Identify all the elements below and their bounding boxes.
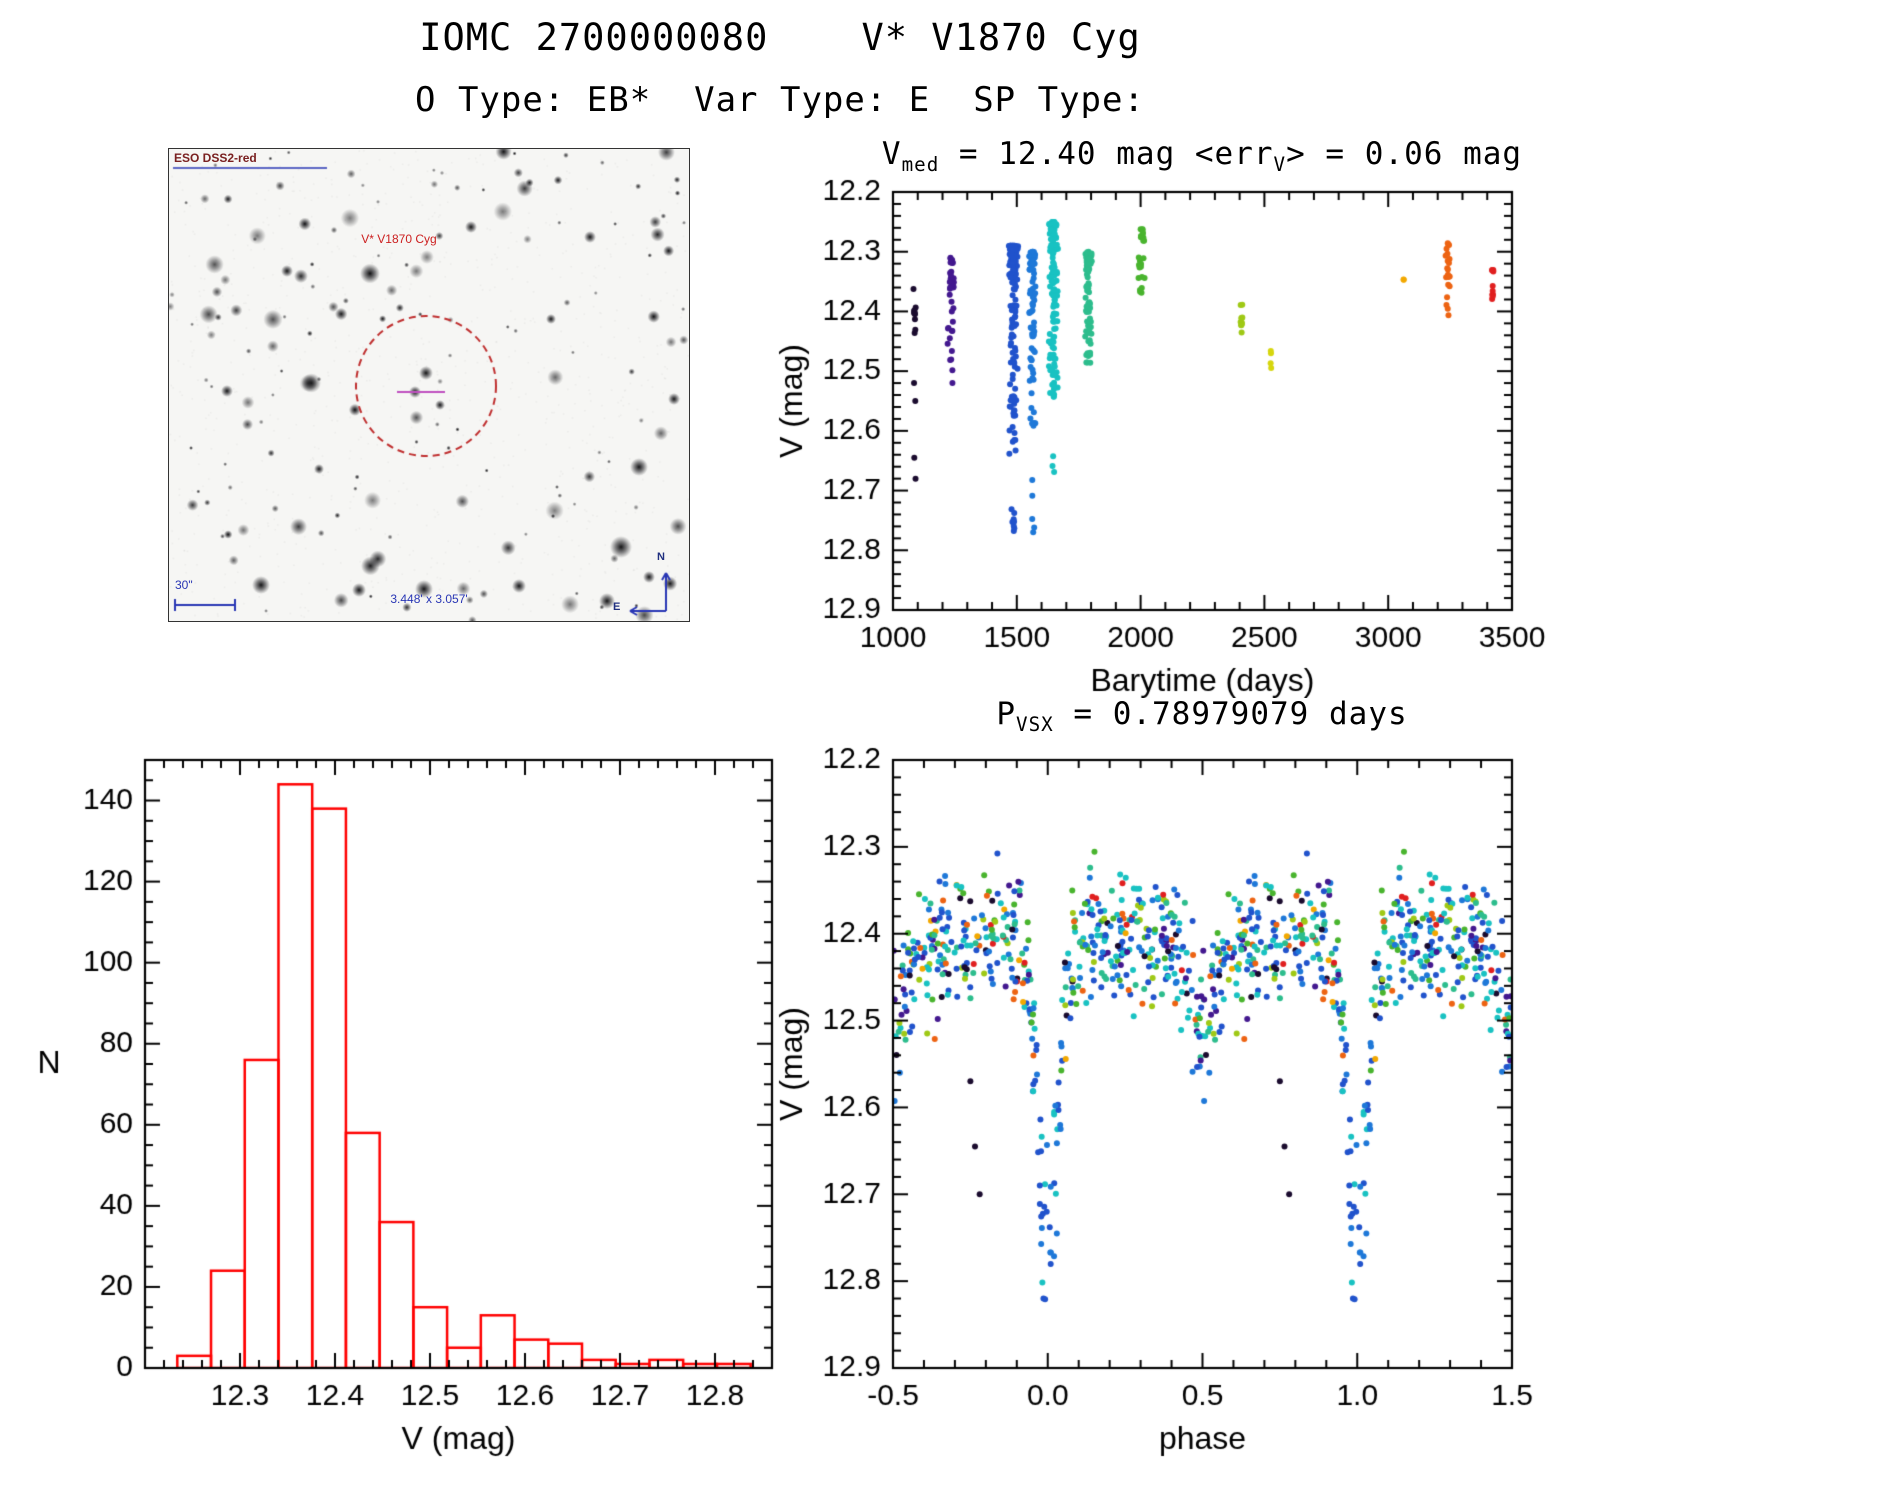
lightcurve-title-part: = 12.40 mag <err (939, 136, 1274, 172)
finder-chart-image (169, 149, 689, 621)
phase-title-part: P (996, 696, 1017, 732)
phase-title-part: = 0.78979079 days (1053, 696, 1408, 732)
phase-folded-plot (755, 740, 1575, 1484)
page-title: IOMC 2700000080 V* V1870 Cyg (419, 16, 1141, 59)
lightcurve-plot (755, 178, 1575, 698)
lightcurve-title-sub: med (901, 153, 940, 177)
magnitude-histogram-plot (25, 740, 825, 1484)
lightcurve-title-sub: V (1273, 153, 1287, 177)
target-star-label: V* V1870 Cyg (361, 232, 437, 246)
scale-bar-label: 30" (175, 578, 193, 592)
survey-label: ESO DSS2-red (174, 151, 257, 165)
compass-east-label: E (613, 601, 621, 613)
compass-north-label: N (657, 551, 665, 563)
lightcurve-title-part: V (881, 136, 902, 172)
phase-plot-title: PVSX = 0.78979079 days (845, 696, 1559, 736)
lightcurve-title: Vmed = 12.40 mag <errV> = 0.06 mag (845, 136, 1559, 176)
finder-chart: ESO DSS2-red V* V1870 Cyg 3.448' x 3.057… (168, 148, 690, 622)
lightcurve-title-part: > = 0.06 mag (1286, 136, 1523, 172)
page-subtitle: O Type: EB* Var Type: E SP Type: (415, 80, 1145, 120)
phase-title-sub: VSX (1016, 713, 1054, 737)
field-of-view-label: 3.448' x 3.057' (390, 592, 468, 606)
